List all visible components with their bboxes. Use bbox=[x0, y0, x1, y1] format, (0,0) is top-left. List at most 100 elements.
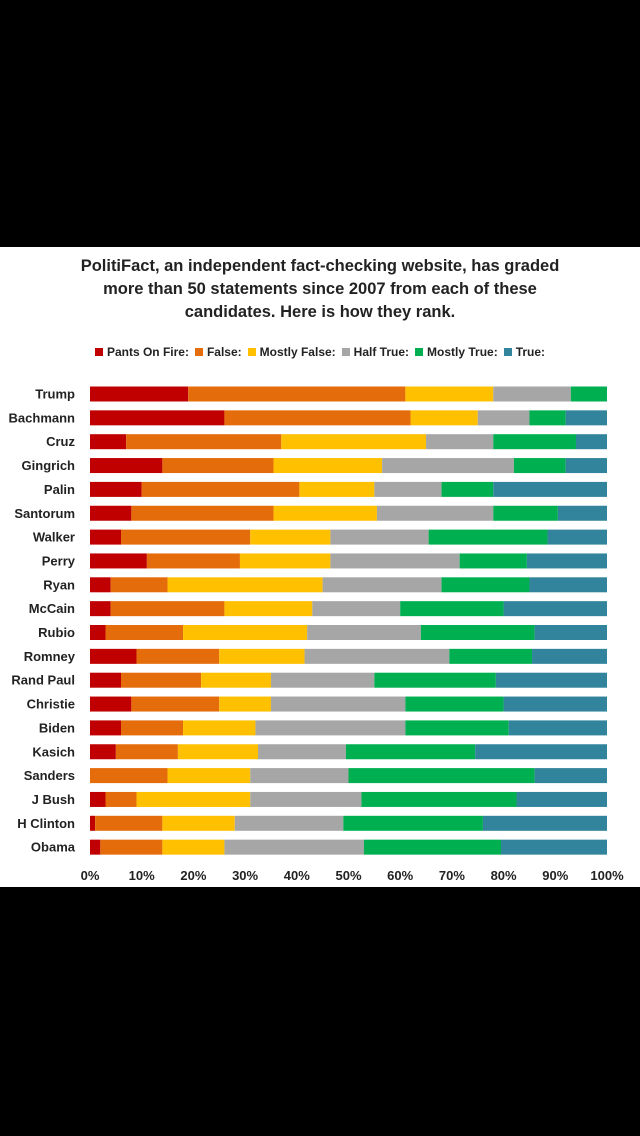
bar-palin-pants-on-fire bbox=[90, 481, 142, 497]
bar-sanders-true bbox=[534, 768, 607, 784]
bar-walker-mostly-true bbox=[428, 529, 548, 545]
x-tick-label-60pct: 60% bbox=[387, 868, 413, 883]
bar-biden-true bbox=[508, 720, 607, 736]
bar-rand-paul-pants-on-fire bbox=[90, 672, 122, 688]
bar-obama-half-true bbox=[224, 839, 365, 855]
legend-label-pants-on-fire: Pants On Fire: bbox=[106, 345, 189, 359]
bar-kasich-mostly-true bbox=[345, 744, 476, 760]
bar-perry-false bbox=[146, 553, 240, 569]
bar-j-bush-true bbox=[516, 791, 607, 807]
bar-biden-mostly-false bbox=[183, 720, 256, 736]
bar-ryan-mostly-true bbox=[441, 577, 530, 593]
x-tick-label-70pct: 70% bbox=[439, 868, 465, 883]
x-tick-label-10pct: 10% bbox=[129, 868, 155, 883]
bar-ryan-mostly-false bbox=[167, 577, 323, 593]
bar-kasich-half-true bbox=[258, 744, 346, 760]
legend-swatch-false bbox=[194, 348, 203, 356]
bar-gingrich-pants-on-fire bbox=[90, 458, 163, 474]
category-label-santorum: Santorum bbox=[14, 506, 75, 521]
x-tick-label-40pct: 40% bbox=[284, 868, 310, 883]
bar-bachmann-pants-on-fire bbox=[90, 410, 225, 426]
stacked-bar-chart: Trump Bachmann Cruz Gingrich Palin Santorum Wa… bbox=[9, 386, 624, 883]
bar-walker-half-true bbox=[330, 529, 429, 545]
bar-rand-paul-false bbox=[121, 672, 202, 688]
bar-biden-pants-on-fire bbox=[90, 720, 122, 736]
bar-cruz-mostly-true bbox=[493, 434, 576, 450]
bar-trump-false bbox=[188, 386, 406, 402]
legend-swatch-half-true bbox=[341, 348, 350, 356]
bar-kasich-mostly-false bbox=[177, 744, 259, 760]
bar-gingrich-half-true bbox=[382, 458, 514, 474]
bar-romney-half-true bbox=[304, 648, 450, 664]
legend-item-false: False: bbox=[194, 345, 242, 359]
bar-cruz-mostly-false bbox=[281, 434, 427, 450]
bar-romney-true bbox=[532, 648, 607, 664]
chart-title: PolitiFact, an independent fact-checking… bbox=[30, 255, 610, 324]
bar-bachmann-true bbox=[565, 410, 607, 426]
bar-kasich-pants-on-fire bbox=[90, 744, 116, 760]
bar-kasich-false bbox=[115, 744, 178, 760]
bar-obama-false bbox=[100, 839, 163, 855]
bar-christie-true bbox=[503, 696, 607, 712]
chart-legend: Pants On Fire: False: Mostly False: Half… bbox=[0, 344, 640, 360]
bar-rubio-false bbox=[105, 625, 184, 640]
bar-rubio-pants-on-fire bbox=[90, 625, 106, 640]
bar-obama-true bbox=[501, 839, 607, 855]
bar-palin-half-true bbox=[374, 481, 442, 497]
bar-biden-half-true bbox=[255, 720, 406, 736]
bar-palin-false bbox=[141, 481, 300, 497]
legend-label-mostly-true: Mostly True: bbox=[427, 345, 498, 359]
legend-label-mostly-false: Mostly False: bbox=[259, 345, 336, 359]
bar-j-bush-false bbox=[105, 791, 137, 807]
x-tick-label-80pct: 80% bbox=[491, 868, 517, 883]
bar-ryan-true bbox=[529, 577, 607, 593]
legend-swatch-true bbox=[503, 348, 512, 356]
bar-santorum-false bbox=[131, 505, 274, 521]
bar-cruz-half-true bbox=[426, 434, 494, 450]
bar-perry-mostly-true bbox=[459, 553, 527, 569]
category-label-rand-paul: Rand Paul bbox=[11, 673, 75, 688]
bar-bachmann-mostly-true bbox=[529, 410, 566, 426]
bar-sanders-mostly-true bbox=[348, 768, 535, 784]
category-label-sanders: Sanders bbox=[24, 768, 75, 783]
legend-label-half-true: Half True: bbox=[353, 345, 410, 359]
bar-romney-false bbox=[136, 648, 220, 664]
legend-label-true: True: bbox=[515, 345, 546, 359]
bar-ryan-pants-on-fire bbox=[90, 577, 111, 593]
bar-trump-mostly-false bbox=[405, 386, 494, 402]
bar-walker-true bbox=[547, 529, 607, 545]
bar-santorum-mostly-false bbox=[273, 505, 377, 521]
bar-kasich-true bbox=[475, 744, 607, 760]
category-label-j-bush: J Bush bbox=[32, 792, 75, 807]
bar-ryan-half-true bbox=[322, 577, 442, 593]
bar-rand-paul-true bbox=[495, 672, 607, 688]
bar-rubio-half-true bbox=[307, 625, 421, 640]
title-line-3: candidates. Here is how they rank. bbox=[184, 303, 456, 321]
bar-gingrich-mostly-false bbox=[273, 458, 383, 474]
bar-palin-mostly-false bbox=[299, 481, 375, 497]
bar-rubio-true bbox=[534, 625, 607, 640]
bar-biden-mostly-true bbox=[405, 720, 509, 736]
bar-christie-half-true bbox=[270, 696, 406, 712]
bar-cruz-false bbox=[126, 434, 282, 450]
legend-swatch-pants-on-fire bbox=[94, 348, 103, 356]
bar-obama-mostly-true bbox=[364, 839, 502, 855]
bar-obama-mostly-false bbox=[162, 839, 225, 855]
legend-label-false: False: bbox=[206, 345, 242, 359]
category-label-christie: Christie bbox=[27, 697, 75, 712]
bar-gingrich-mostly-true bbox=[513, 458, 566, 474]
bar-sanders-mostly-false bbox=[167, 768, 251, 784]
x-tick-label-50pct: 50% bbox=[335, 868, 361, 883]
category-label-gingrich: Gingrich bbox=[22, 458, 76, 473]
legend-item-pants-on-fire: Pants On Fire: bbox=[94, 345, 189, 359]
bar-bachmann-mostly-false bbox=[410, 410, 478, 426]
bar-j-bush-mostly-true bbox=[361, 791, 517, 807]
x-tick-label-0pct: 0% bbox=[81, 868, 100, 883]
category-label-bachmann: Bachmann bbox=[9, 410, 76, 425]
bar-mccain-mostly-true bbox=[400, 601, 504, 617]
bar-mccain-true bbox=[503, 601, 607, 617]
bar-christie-mostly-true bbox=[405, 696, 504, 712]
bar-perry-mostly-false bbox=[239, 553, 331, 569]
category-label-mccain: McCain bbox=[29, 601, 75, 616]
bar-santorum-true bbox=[557, 505, 607, 521]
